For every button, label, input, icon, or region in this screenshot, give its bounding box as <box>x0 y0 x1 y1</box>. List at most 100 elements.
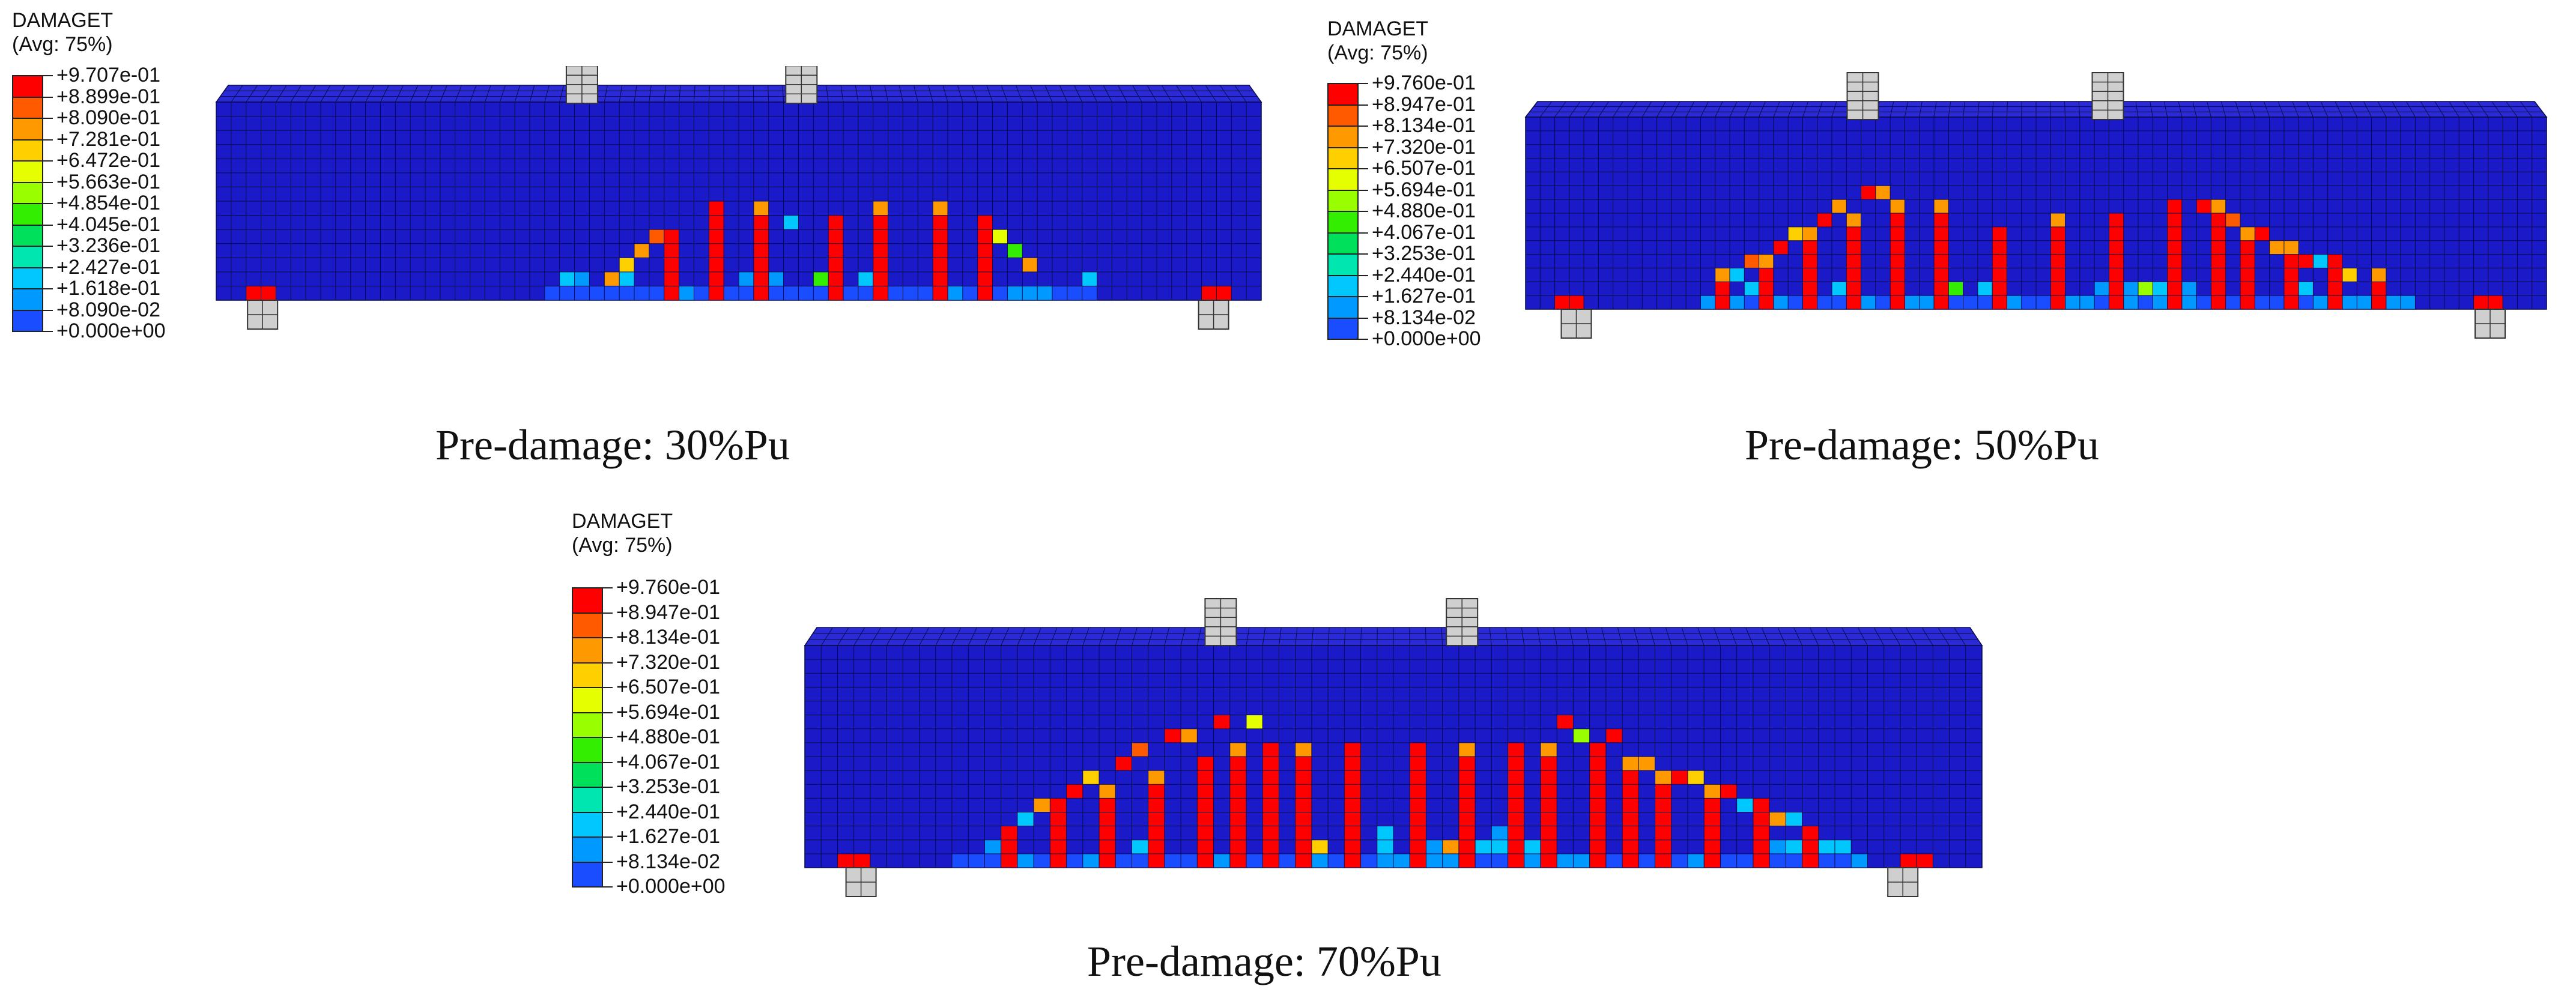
damage-cell <box>933 229 948 244</box>
legend-color-band <box>1327 296 1359 319</box>
damage-cell <box>1115 757 1132 771</box>
mesh-line <box>1088 85 1098 103</box>
damage-cell <box>1846 240 1861 255</box>
mesh-line <box>2192 101 2197 118</box>
damage-cell <box>1393 853 1410 868</box>
damage-cell <box>1759 268 1774 282</box>
loading-plate <box>565 66 598 104</box>
mesh-line <box>440 85 447 103</box>
legend-tick <box>43 181 53 183</box>
damage-cell <box>1181 728 1198 743</box>
mesh-line <box>1890 101 1894 118</box>
damage-cell <box>1197 812 1214 826</box>
mesh-line <box>350 85 360 103</box>
damage-cell <box>828 258 843 272</box>
damage-cell <box>753 258 769 272</box>
damage-cell <box>933 201 948 216</box>
damage-cell <box>1753 798 1770 812</box>
damage-cell <box>739 286 754 300</box>
legend-tick <box>43 246 53 247</box>
damage-cell <box>1773 240 1789 255</box>
legend-variable: DAMAGET <box>1327 17 1429 40</box>
legend-color-band <box>572 737 603 763</box>
damage-cell <box>2240 268 2255 282</box>
legend-color-band <box>12 139 43 162</box>
damage-cell <box>1759 282 1774 296</box>
mesh-line <box>951 627 962 646</box>
damage-cell <box>1360 853 1377 868</box>
legend-tick <box>43 118 53 119</box>
mesh-line <box>276 85 287 103</box>
legend-tick <box>1359 147 1368 148</box>
mesh-line <box>2078 101 2080 118</box>
damage-cell <box>1890 268 1905 282</box>
damage-cell <box>828 286 843 300</box>
damage-cell <box>2240 254 2255 268</box>
damage-cell <box>1295 826 1312 840</box>
damage-cell <box>1605 728 1623 743</box>
mesh-line <box>649 85 652 103</box>
damage-cell <box>574 286 590 300</box>
damage-cell <box>739 271 754 286</box>
mesh-line <box>1030 85 1038 103</box>
damage-cell <box>1458 853 1476 868</box>
damage-cell <box>2401 295 2416 309</box>
damage-cell <box>1851 853 1868 868</box>
legend-tick <box>1359 83 1368 84</box>
damage-cell <box>634 243 649 258</box>
mesh-line <box>1537 627 1541 646</box>
damage-cell <box>2240 295 2255 309</box>
damage-cell <box>1295 798 1312 812</box>
damage-cell <box>1846 226 1861 241</box>
damage-cell <box>1229 839 1246 854</box>
legend-tick <box>603 836 613 838</box>
damage-cell <box>604 286 620 300</box>
legend-level-label: +3.236e-01 <box>56 234 160 257</box>
damage-cell <box>1835 853 1852 868</box>
damage-cell <box>1934 213 1949 227</box>
damage-cell <box>1410 757 1426 771</box>
damage-cell <box>1458 742 1476 757</box>
legend-tick <box>1359 274 1368 276</box>
legend-tick <box>43 160 53 162</box>
damage-cell <box>1164 853 1181 868</box>
mesh-line <box>820 627 834 646</box>
damage-cell <box>1861 295 1876 309</box>
damage-cell <box>2211 240 2226 255</box>
legend-level-label: +4.067e-01 <box>1372 220 1476 244</box>
damage-cell <box>2050 213 2065 227</box>
damage-cell <box>2109 295 2124 309</box>
mesh-line <box>1729 627 1738 646</box>
damage-cell <box>1099 812 1116 826</box>
damage-cell <box>933 286 948 300</box>
damage-cell <box>2357 295 2372 309</box>
legend-level-label: +2.440e-01 <box>616 800 720 823</box>
damage-cell <box>1410 784 1426 799</box>
legend-level-label: +4.854e-01 <box>56 192 160 214</box>
beam-contour-plot <box>215 66 1262 330</box>
legend-level-label: +1.618e-01 <box>56 277 160 300</box>
damage-cell <box>1197 826 1214 840</box>
damage-cell <box>1817 295 1832 309</box>
mesh-line <box>1015 85 1023 103</box>
damage-cell <box>1786 853 1802 868</box>
mesh-line <box>380 85 389 103</box>
damage-cell <box>828 271 843 286</box>
damage-cell <box>2196 199 2211 213</box>
mesh-line <box>1082 627 1089 646</box>
damage-cell <box>1736 853 1753 868</box>
damage-cell <box>1589 839 1606 854</box>
damage-cell <box>1769 853 1786 868</box>
damage-cell <box>1715 295 1730 309</box>
damage-cell <box>828 229 843 244</box>
damage-cell <box>1832 199 1847 213</box>
damage-cell <box>1802 254 1817 268</box>
damage-cell <box>1655 784 1671 799</box>
mesh-line <box>1049 627 1058 646</box>
damage-cell <box>768 271 784 286</box>
legend-color-band <box>572 861 603 888</box>
damage-cell <box>2284 295 2299 309</box>
damage-cell <box>1569 295 1584 309</box>
damage-cell <box>2079 295 2095 309</box>
damage-cell <box>1229 826 1246 840</box>
